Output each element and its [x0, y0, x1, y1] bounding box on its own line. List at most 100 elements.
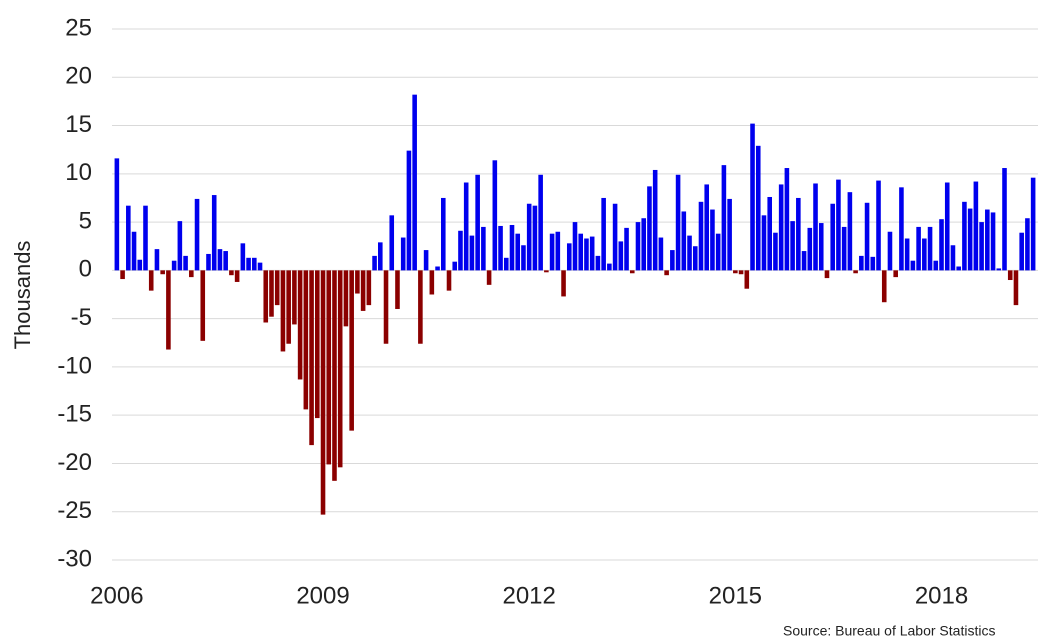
- bar: [876, 180, 881, 271]
- bar: [893, 270, 898, 278]
- bar: [166, 270, 171, 350]
- bar: [200, 270, 206, 341]
- bar: [922, 238, 927, 271]
- bar: [131, 231, 137, 271]
- y-tick-label: 20: [65, 63, 92, 90]
- bar: [801, 251, 807, 271]
- bar: [177, 221, 183, 271]
- x-tick-label: 2006: [90, 582, 143, 609]
- bar: [429, 270, 435, 295]
- bar: [257, 262, 263, 271]
- bar: [400, 237, 406, 271]
- bar: [566, 243, 572, 271]
- bar: [859, 255, 864, 271]
- bar: [979, 222, 984, 271]
- bar: [503, 257, 509, 271]
- bar: [796, 197, 801, 271]
- bar: [292, 270, 297, 325]
- bar: [670, 250, 675, 271]
- bar: [532, 205, 538, 271]
- bar: [481, 226, 486, 271]
- bar: [939, 219, 944, 271]
- bar: [710, 209, 715, 271]
- bar: [406, 150, 412, 271]
- bar: [171, 260, 177, 271]
- bar: [727, 198, 732, 271]
- bar: [1007, 270, 1013, 281]
- source-note: Source: Bureau of Labor Statistics: [783, 623, 995, 639]
- bar: [584, 238, 589, 271]
- bar: [343, 270, 349, 327]
- bar: [143, 205, 148, 271]
- bar: [881, 270, 887, 303]
- bar: [813, 183, 818, 271]
- bar: [578, 233, 584, 271]
- bar: [1019, 232, 1024, 271]
- bar: [1013, 270, 1019, 306]
- bar: [549, 233, 555, 271]
- bar: [360, 270, 366, 311]
- bar: [217, 249, 223, 271]
- bar: [864, 202, 870, 271]
- bar: [738, 270, 744, 275]
- bar: [612, 203, 618, 271]
- bar: [297, 270, 303, 380]
- bar: [349, 270, 354, 431]
- bar: [446, 270, 452, 291]
- bar: [841, 226, 847, 271]
- bar: [114, 158, 120, 271]
- bar: [383, 270, 389, 344]
- bar: [440, 197, 446, 271]
- bar: [589, 236, 595, 271]
- bar: [515, 233, 521, 271]
- bar: [698, 201, 704, 271]
- bar: [681, 211, 687, 271]
- bar: [526, 203, 532, 271]
- y-tick-label: -15: [57, 401, 92, 428]
- bar: [378, 242, 383, 271]
- bar: [899, 187, 904, 271]
- y-tick-label: 5: [79, 207, 92, 234]
- x-tick-label: 2015: [709, 582, 762, 609]
- bar: [607, 263, 612, 271]
- bar: [355, 270, 360, 294]
- bar: [246, 257, 251, 271]
- y-tick-label: 0: [79, 256, 92, 283]
- x-tick-label: 2012: [502, 582, 555, 609]
- bar: [309, 270, 314, 446]
- bar: [326, 270, 332, 465]
- bar: [629, 270, 635, 274]
- bar: [658, 237, 664, 271]
- bar: [595, 255, 601, 271]
- x-tick-label: 2018: [915, 582, 968, 609]
- bar: [189, 270, 194, 278]
- bar: [733, 270, 738, 274]
- bar: [389, 215, 395, 271]
- y-axis-label: Thousands: [10, 241, 35, 350]
- bar: [1030, 177, 1036, 271]
- y-tick-label: 25: [65, 14, 92, 41]
- y-tick-label: -5: [71, 304, 92, 331]
- y-tick-label: 15: [65, 111, 92, 138]
- bar: [818, 223, 824, 271]
- bar: [469, 235, 475, 271]
- bar: [498, 225, 503, 271]
- bar: [933, 260, 939, 271]
- bar: [223, 251, 228, 271]
- bar: [990, 212, 996, 271]
- bar: [973, 181, 979, 271]
- bar: [240, 243, 246, 271]
- bar: [137, 259, 143, 271]
- bar: [904, 238, 910, 271]
- bar: [761, 215, 767, 271]
- bar: [463, 182, 469, 271]
- bar: [280, 270, 286, 352]
- bar: [927, 226, 933, 271]
- x-tick-label: 2009: [296, 582, 349, 609]
- bar: [755, 145, 761, 271]
- bar: [652, 169, 658, 271]
- bar: [624, 227, 629, 271]
- bar: [824, 270, 830, 279]
- bar: [778, 184, 784, 271]
